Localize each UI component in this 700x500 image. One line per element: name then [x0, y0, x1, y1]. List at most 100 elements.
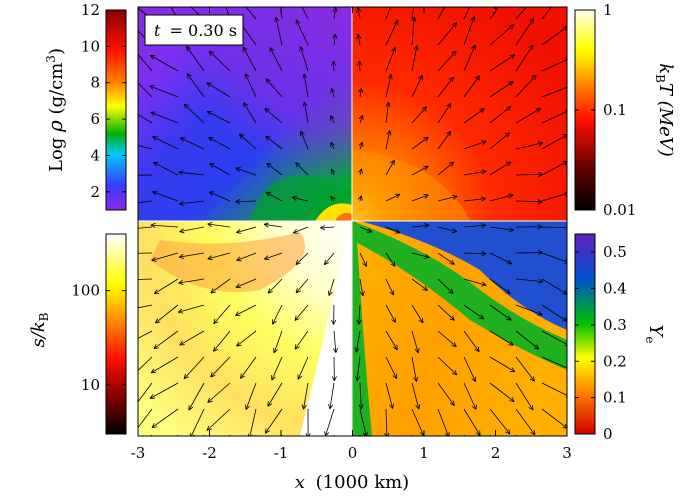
velocity-arrow-head: [472, 404, 477, 410]
velocity-arrow-head: [208, 137, 214, 142]
velocity-arrow: [355, 330, 361, 353]
density-colorbar-fill: [105, 9, 127, 211]
velocity-arrow: [264, 408, 283, 434]
velocity-arrow-head: [449, 315, 455, 321]
velocity-arrow: [385, 47, 396, 72]
velocity-arrow-head: [236, 256, 242, 262]
velocity-arrow-head: [413, 45, 419, 51]
velocity-arrow-head: [449, 400, 455, 406]
velocity-arrow: [235, 200, 257, 203]
velocity-arrow-head: [267, 288, 273, 294]
velocity-arrow-head: [272, 319, 277, 325]
velocity-arrow-head: [534, 453, 539, 458]
velocity-arrow: [186, 73, 205, 98]
velocity-arrow: [385, 304, 396, 323]
velocity-arrow-head: [391, 47, 397, 53]
velocity-arrow-head: [451, 22, 457, 28]
velocity-arrow: [273, 330, 283, 354]
velocity-arrow: [541, 304, 567, 322]
velocity-arrow: [411, 16, 415, 46]
velocity-arrow: [179, 226, 205, 233]
velocity-arrow-head: [332, 33, 338, 39]
velocity-arrow: [206, 111, 231, 124]
velocity-arrow: [236, 226, 257, 233]
velocity-arrow-head: [267, 401, 273, 407]
x-tick-label: -2: [202, 444, 217, 462]
velocity-arrow-head: [475, 75, 481, 81]
velocity-arrow: [265, 135, 283, 150]
velocity-arrow-head: [451, 50, 457, 56]
velocity-arrow-head: [411, 16, 417, 22]
velocity-arrow: [138, 82, 153, 98]
velocity-arrow-head: [479, 108, 485, 114]
velocity-arrow-head: [449, 259, 455, 265]
velocity-arrow: [463, 356, 476, 382]
velocity-arrow-head: [235, 167, 241, 172]
velocity-arrow: [138, 330, 153, 339]
velocity-arrow: [463, 224, 486, 228]
velocity-arrow: [541, 161, 567, 176]
velocity-arrow-head: [386, 130, 392, 136]
velocity-arrow: [385, 74, 392, 98]
velocity-arrow: [411, 136, 429, 150]
velocity-arrow: [242, 46, 257, 72]
ye-colorbar-fill: [574, 233, 596, 435]
velocity-arrow-head: [264, 108, 270, 114]
velocity-arrow: [359, 226, 373, 233]
time-var: t: [154, 21, 161, 40]
velocity-arrow: [515, 173, 543, 176]
velocity-arrow-head: [529, 376, 535, 382]
velocity-arrow-head: [188, 458, 192, 463]
velocity-arrow: [266, 162, 283, 176]
velocity-arrow: [209, 163, 231, 176]
velocity-arrow-head: [271, 375, 276, 381]
velocity-arrow-head: [451, 228, 458, 234]
velocity-arrow: [385, 330, 398, 351]
velocity-arrow: [206, 82, 231, 98]
velocity-arrow: [411, 7, 415, 20]
velocity-arrow-head: [414, 348, 420, 354]
velocity-arrow-head: [330, 87, 336, 94]
velocity-arrow: [236, 330, 257, 347]
velocity-arrow-head: [178, 170, 184, 176]
ye-colorbar: 0 0.1 0.2 0.3 0.4 0.5 Ye: [574, 233, 666, 443]
velocity-arrow-head: [357, 195, 363, 201]
velocity-arrow: [264, 108, 283, 124]
velocity-arrow-head: [505, 105, 512, 112]
velocity-arrow-head: [471, 44, 476, 51]
velocity-arrow-head: [266, 162, 272, 168]
velocity-arrow-head: [530, 429, 536, 436]
velocity-arrow-head: [505, 289, 511, 295]
velocity-arrow-head: [392, 344, 398, 351]
velocity-arrow: [333, 434, 335, 436]
velocity-arrow: [411, 165, 429, 176]
velocity-arrow: [213, 304, 231, 324]
velocity-arrow-head: [423, 194, 429, 199]
velocity-arrow: [437, 103, 452, 124]
velocity-arrow-head: [247, 433, 253, 436]
velocity-arrow-head: [394, 228, 401, 234]
velocity-arrow: [329, 382, 335, 409]
velocity-arrow-head: [299, 46, 305, 52]
velocity-arrow: [411, 356, 417, 382]
velocity-arrow-head: [292, 228, 299, 234]
velocity-arrow-head: [295, 259, 301, 265]
velocity-arrow-head: [151, 423, 157, 428]
velocity-arrow: [463, 16, 475, 46]
velocity-arrow: [297, 356, 309, 380]
colorbar-tick-label: 8: [90, 74, 100, 92]
velocity-arrow: [541, 193, 567, 202]
velocity-arrow-head: [479, 455, 484, 460]
velocity-arrow: [515, 356, 535, 382]
x-axis-title: x (1000 km): [295, 472, 409, 493]
velocity-arrow-head: [393, 19, 399, 26]
colorbar-tick-label: 2: [90, 183, 100, 201]
velocity-arrow-head: [418, 75, 423, 81]
velocity-arrow: [245, 7, 257, 20]
velocity-arrow-head: [358, 141, 364, 148]
ye-green-jet: [352, 221, 372, 436]
velocity-arrow: [411, 45, 418, 72]
velocity-arrow-head: [236, 228, 242, 234]
velocity-arrow-head: [362, 261, 367, 267]
velocity-arrow: [437, 50, 457, 72]
